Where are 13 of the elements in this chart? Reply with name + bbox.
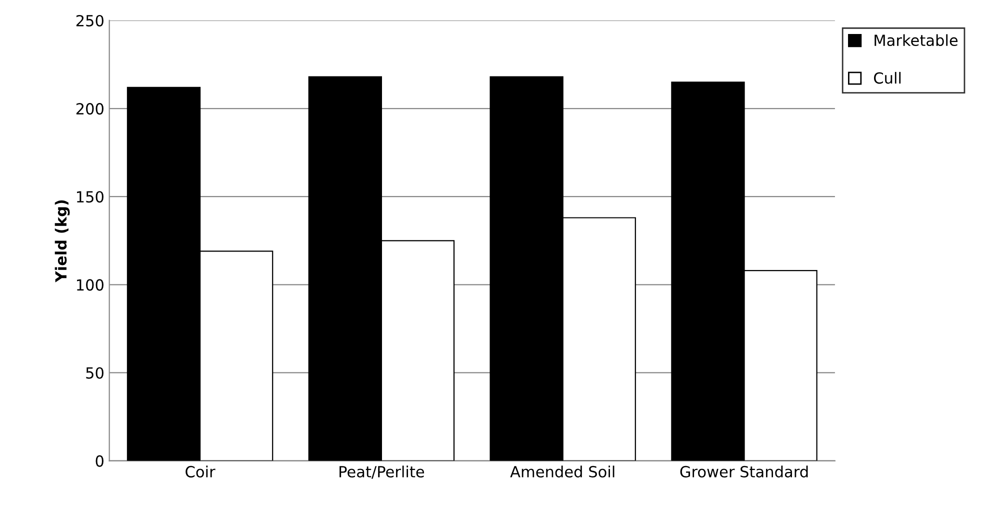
y-axis-title: Yield (kg) [54, 200, 70, 282]
y-tick-label: 250 [76, 14, 104, 26]
y-tick-label: 0 [96, 455, 104, 467]
y-tick-label: 150 [76, 191, 104, 203]
y-tick-label: 100 [76, 279, 104, 291]
legend-label: Marketable [874, 34, 958, 46]
x-tick-label: Peat/Perlite [340, 466, 424, 479]
y-tick-label: 200 [76, 103, 104, 115]
x-tick-label: Coir [186, 466, 216, 478]
x-tick-label: Grower Standard [680, 466, 808, 478]
legend-label: Cull [874, 72, 901, 84]
x-tick-label: Amended Soil [510, 466, 614, 478]
y-tick-label: 50 [86, 367, 104, 379]
